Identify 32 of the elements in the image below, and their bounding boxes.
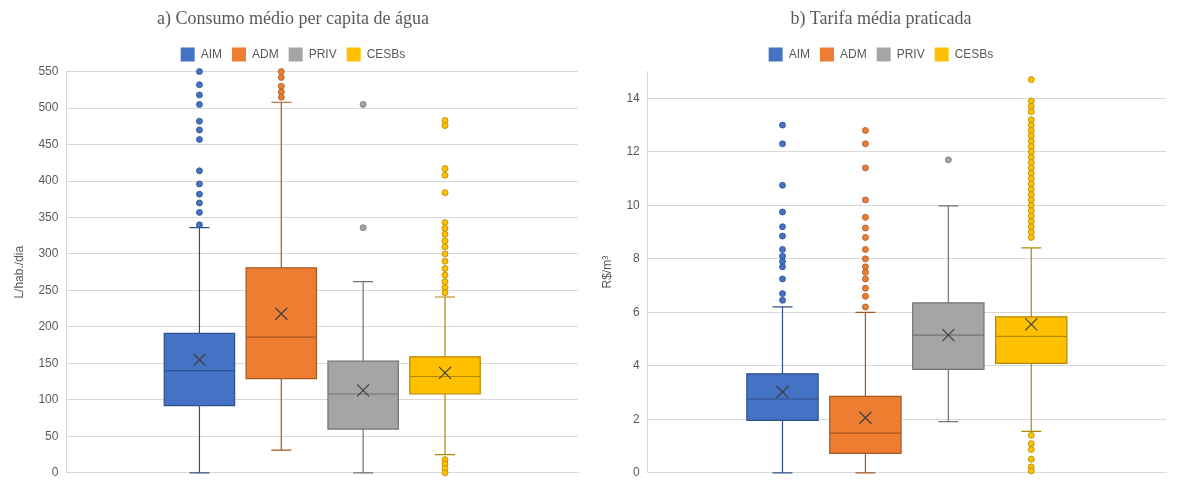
legend-label: PRIV [308, 46, 337, 61]
y-tick-label: 10 [626, 197, 641, 212]
y-tick-label: 550 [38, 63, 59, 78]
y-tick-label: 4 [633, 358, 641, 373]
y-tick-label: 0 [51, 465, 59, 480]
legend-label: CESBs [366, 46, 406, 61]
y-tick-label: 500 [38, 100, 59, 115]
y-tick-label: 50 [45, 428, 59, 443]
y-tick-label: 12 [626, 144, 641, 159]
legend-label: ADM [839, 46, 867, 61]
y-tick-label: 400 [38, 173, 59, 188]
y-tick-label: 14 [626, 90, 641, 105]
y-tick-label: 150 [38, 355, 59, 370]
chart-title: a) Consumo médio per capita de água [157, 7, 429, 29]
legend-label: CESBs [954, 46, 994, 61]
legend-label: PRIV [896, 46, 925, 61]
y-tick-label: 450 [38, 136, 59, 151]
y-tick-label: 350 [38, 209, 59, 224]
chart-title: b) Tarifa média praticada [790, 7, 972, 29]
legend-label: ADM [251, 46, 279, 61]
y-tick-label: 8 [633, 251, 641, 266]
y-tick-label: 250 [38, 282, 59, 297]
legend-label: AIM [200, 46, 222, 61]
y-tick-label: 2 [633, 411, 641, 426]
y-tick-label: 6 [633, 304, 641, 319]
y-tick-label: 100 [38, 392, 59, 407]
y-tick-label: 300 [38, 246, 59, 261]
y-tick-label: 0 [633, 465, 641, 480]
legend-label: AIM [788, 46, 810, 61]
y-axis-title: L/hab./dia [11, 245, 26, 299]
y-tick-label: 200 [38, 319, 59, 334]
y-axis-title: R$/m³ [599, 255, 614, 289]
